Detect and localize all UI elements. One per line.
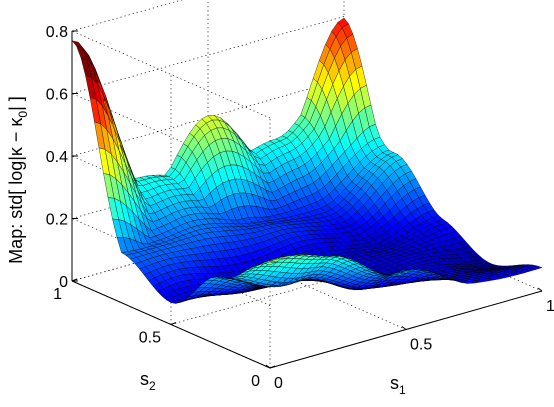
z-tick-label: 0.4 (46, 149, 68, 166)
y-tick (269, 365, 276, 369)
x-tick-label: 1 (546, 298, 554, 315)
x-tick (265, 364, 271, 369)
y-tick-label: 0.5 (139, 330, 161, 347)
gridline (71, 16, 345, 94)
y-tick (170, 322, 177, 325)
y-axis-label: s2 (140, 369, 156, 393)
z-tick-label: 0.6 (46, 87, 68, 104)
z-tick-label: 0.8 (46, 24, 68, 41)
gridline (71, 0, 183, 32)
y-tick-label: 0 (251, 373, 260, 390)
z-tick-label: 0.2 (46, 212, 68, 229)
axes (71, 30, 543, 369)
x-tick (537, 287, 543, 292)
x-tick (401, 326, 407, 330)
surface-mesh (71, 17, 543, 304)
surface-patch (531, 265, 543, 270)
y-tick-label: 1 (53, 286, 62, 303)
y-tick (71, 278, 78, 282)
x-tick-label: 0.5 (410, 337, 432, 354)
z-tick-label: 0 (59, 274, 68, 291)
x-tick-label: 0 (274, 375, 283, 392)
x-axis-label: s1 (390, 373, 406, 397)
z-axis-label: Map: std[ log|κ − κ0| ] (6, 96, 30, 264)
